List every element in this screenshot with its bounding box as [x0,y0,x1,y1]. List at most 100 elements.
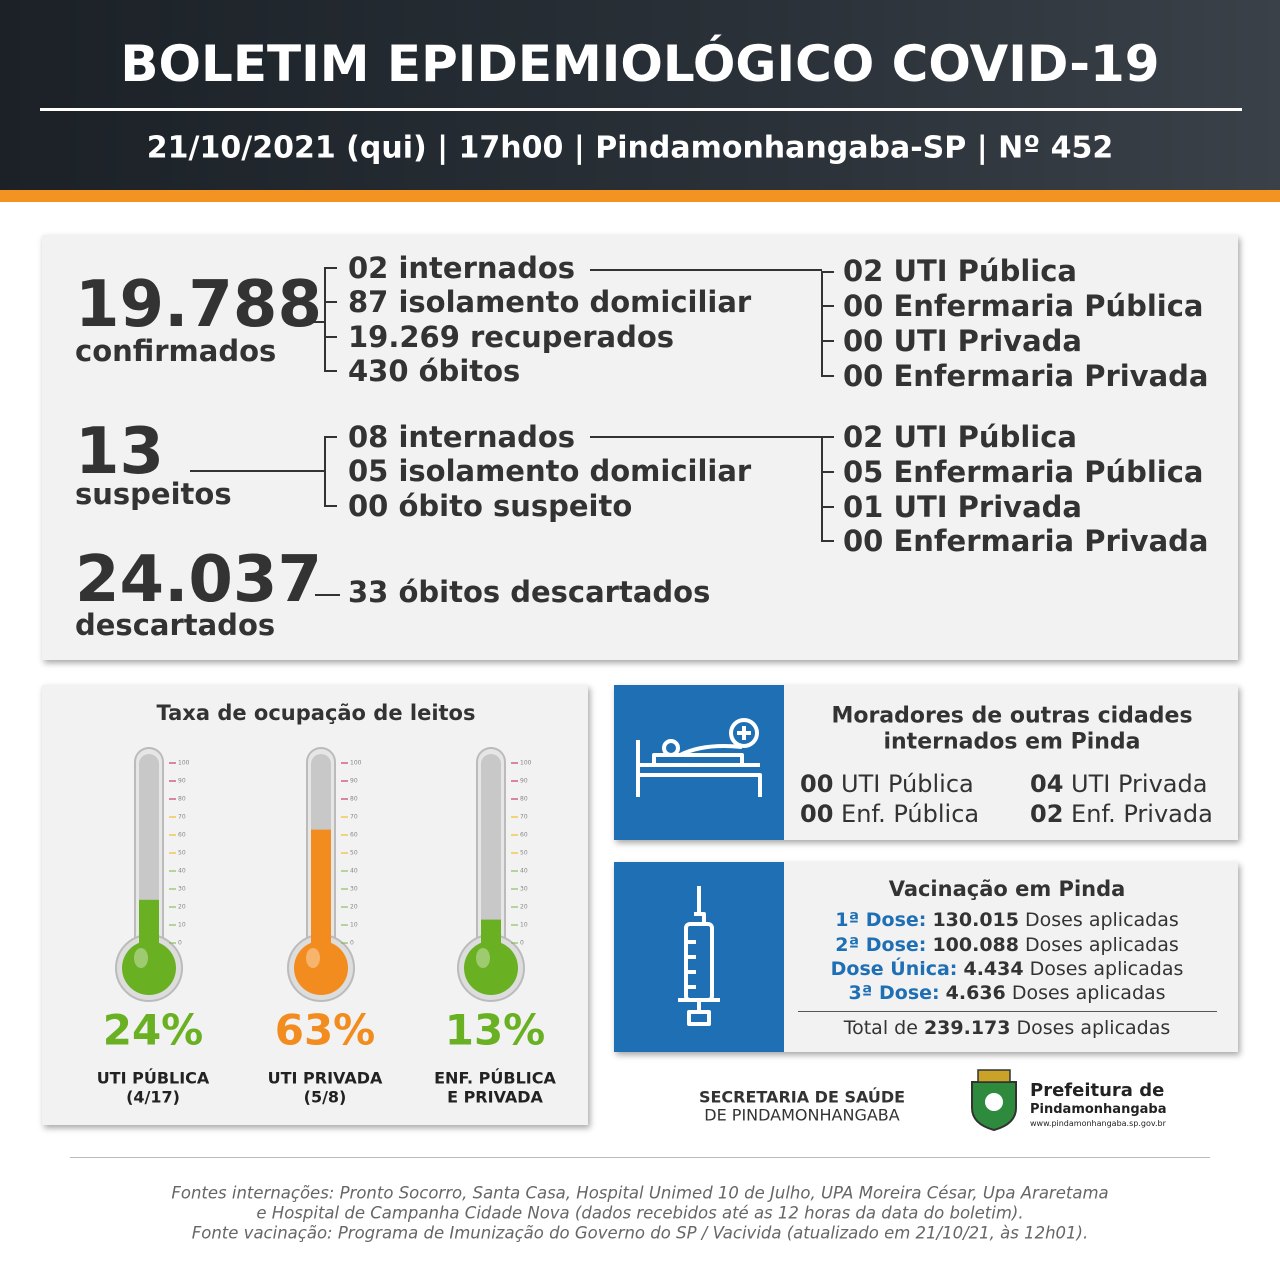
thermo-level [311,829,331,968]
scale-tick-label: 10 [178,922,186,929]
dose-count: 4.434 [963,958,1024,980]
occupancy-name: UTI PÚBLICA [97,1069,210,1088]
scale-tick-label: 60 [178,832,186,839]
total-suffix: Doses aplicadas [1016,1017,1171,1039]
item: 430 óbitos [348,354,521,388]
scale-tick-label: 40 [178,868,186,875]
occupancy-name: ENF. PÚBLICA [434,1069,556,1088]
occupancy-detail: (5/8) [304,1088,347,1107]
scale-tick-label: 10 [350,922,358,929]
item: 33 óbitos descartados [348,575,711,609]
scale-tick-label: 50 [350,850,358,857]
prefeitura: Pindamonhangaba [1030,1102,1167,1117]
confirmed-label: confirmados [75,334,277,368]
dose: Dose Única: 4.434 Doses aplicadas [831,958,1184,980]
scale-tick-label: 20 [178,904,186,911]
dose-count: 4.636 [945,982,1006,1004]
header-rule [40,108,1242,111]
scale-tick-label: 100 [520,760,532,767]
source: e Hospital de Campanha Cidade Nova (dado… [256,1203,1024,1223]
coat-of-arms [971,1069,1017,1132]
scale-tick-label: 90 [520,778,528,785]
count: 00 [800,770,834,798]
item: 02 internados [348,251,576,285]
item: 19.269 recuperados [348,320,675,354]
count: 02 [1030,800,1064,828]
thermo-level [481,919,501,968]
dose-label: 1ª Dose: [835,909,927,931]
header [0,0,1280,190]
dose: 1ª Dose: 130.015 Doses aplicadas [835,909,1179,931]
thermo-shine [134,948,148,968]
bed-icon [614,685,784,840]
prefeitura-url: www.pindamonhangaba.sp.gov.br [1030,1119,1166,1128]
thermo-level [139,899,159,968]
item: 05 isolamento domiciliar [348,454,752,488]
count: 04 [1030,770,1064,798]
scale-tick-label: 90 [178,778,186,785]
hospital-item: 05 Enfermaria Pública [843,455,1204,489]
scale-tick-label: 10 [520,922,528,929]
residents-title: internados em Pinda [883,729,1141,755]
scale-tick-label: 60 [520,832,528,839]
scale-tick-label: 70 [520,814,528,821]
hospital-item: 00 Enfermaria Pública [843,289,1204,323]
suspects-label: suspeitos [75,477,232,511]
scale-tick-label: 100 [178,760,190,767]
hospital-item: 01 UTI Privada [843,490,1082,524]
total-count: 239.173 [923,1017,1011,1039]
item: 08 internados [348,420,576,454]
occupancy-detail: E PRIVADA [447,1088,543,1107]
resident-item: 02 Enf. Privada [1030,800,1213,828]
hospital-item: 00 Enfermaria Privada [843,524,1209,558]
total-prefix: Total de [843,1017,918,1039]
scale-tick-label: 60 [350,832,358,839]
label: Enf. Privada [1071,800,1213,828]
dose-count: 100.088 [932,934,1019,956]
discarded-number: 24.037 [75,543,322,617]
dose-suffix: Doses aplicadas [1029,958,1184,980]
scale-tick-label: 50 [520,850,528,857]
subtitle: 21/10/2021 (qui) | 17h00 | Pindamonhanga… [146,130,1114,166]
occupancy-detail: (4/17) [126,1088,180,1107]
dose-suffix: Doses aplicadas [1025,934,1179,956]
total: Total de 239.173 Doses aplicadas [844,1017,1171,1039]
dose-label: 3ª Dose: [848,982,940,1004]
hospital-item: 02 UTI Pública [843,254,1077,288]
resident-item: 04 UTI Privada [1030,770,1207,798]
connectors [190,267,834,596]
occupancy-value: 63% [275,1006,376,1055]
prefeitura: Prefeitura de [1030,1080,1165,1101]
hospital-item: 02 UTI Pública [843,420,1077,454]
dose-label: Dose Única: [830,958,958,980]
count: 00 [800,800,834,828]
vaccination-title: Vacinação em Pinda [888,877,1126,901]
residents-title: Moradores de outras cidades [831,703,1193,729]
occupancy-value: 24% [103,1006,204,1055]
header-stripe [0,190,1280,202]
thermo-shine [476,948,490,968]
hospital-item: 00 Enfermaria Privada [843,359,1209,393]
suspects-number: 13 [75,415,165,489]
secretaria: SECRETARIA DE SAÚDE [698,1087,906,1107]
label: Enf. Pública [841,800,980,828]
hospital-item: 00 UTI Privada [843,324,1082,358]
dose-count: 130.015 [932,909,1019,931]
scale-tick-label: 20 [350,904,358,911]
source: Fontes internações: Pronto Socorro, Sant… [171,1183,1109,1203]
resident-item: 00 Enf. Pública [800,800,979,828]
occupancy-title: Taxa de ocupação de leitos [156,701,476,725]
dose-suffix: Doses aplicadas [1025,909,1179,931]
divider [798,1011,1217,1012]
scale-tick-label: 30 [520,886,528,893]
scale-tick-label: 0 [520,940,524,947]
item: 00 óbito suspeito [348,489,633,523]
dose-suffix: Doses aplicadas [1011,982,1166,1004]
occupancy-name: UTI PRIVADA [268,1069,383,1088]
scale-tick-label: 0 [350,940,354,947]
scale-tick-label: 40 [350,868,358,875]
scale-tick-label: 30 [178,886,186,893]
scale-tick-label: 50 [178,850,186,857]
footer-rule [70,1157,1210,1158]
scale-tick-label: 0 [178,940,182,947]
